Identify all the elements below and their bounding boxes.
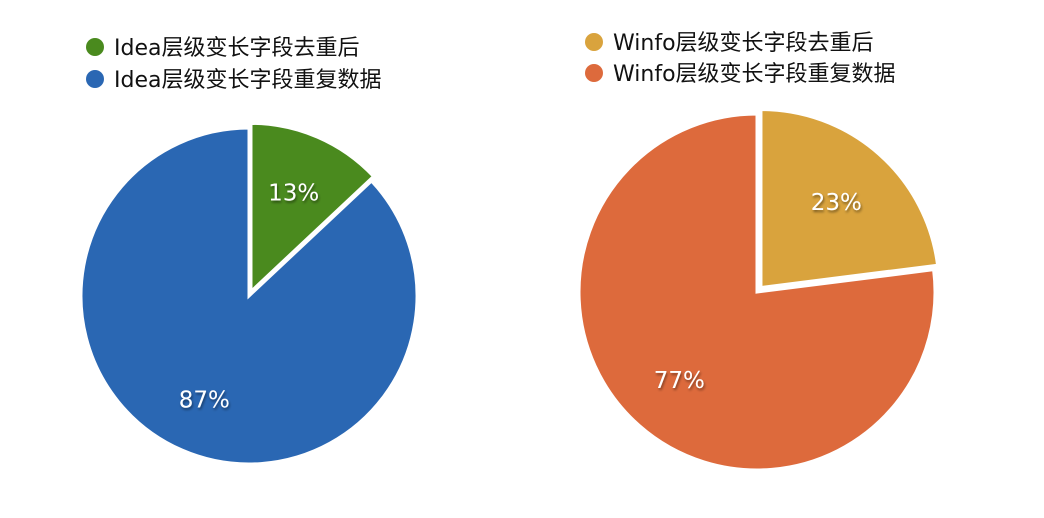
- pie-slice-idea-dedup[interactable]: [249, 121, 376, 295]
- legend-swatch-winfo-dedup: [585, 33, 603, 51]
- chart-winfo: Winfo层级变长字段去重后 Winfo层级变长字段重复数据 23% 77%: [577, 31, 940, 472]
- pie-label-winfo-duplicate: 77%: [654, 368, 705, 394]
- pie-winfo: 23% 77%: [577, 107, 940, 472]
- legend-swatch-winfo-duplicate: [585, 64, 603, 82]
- pie-label-idea-dedup: 13%: [268, 181, 319, 207]
- legend-swatch-idea-dedup: [86, 38, 104, 56]
- legend-winfo: Winfo层级变长字段去重后 Winfo层级变长字段重复数据: [585, 31, 896, 87]
- legend-label-idea-dedup: Idea层级变长字段去重后: [114, 36, 359, 61]
- legend-item-idea-duplicate[interactable]: Idea层级变长字段重复数据: [86, 68, 381, 93]
- pie-label-idea-duplicate: 87%: [179, 387, 230, 413]
- pie-slice-winfo-dedup[interactable]: [759, 107, 940, 290]
- chart-idea: Idea层级变长字段去重后 Idea层级变长字段重复数据 13% 87%: [79, 36, 419, 466]
- legend-idea: Idea层级变长字段去重后 Idea层级变长字段重复数据: [86, 36, 381, 93]
- legend-item-idea-dedup[interactable]: Idea层级变长字段去重后: [86, 36, 359, 61]
- pie-label-winfo-dedup: 23%: [811, 190, 862, 216]
- pie-idea: 13% 87%: [79, 121, 419, 466]
- pie-slice-idea-duplicate[interactable]: [79, 126, 419, 466]
- legend-label-idea-duplicate: Idea层级变长字段重复数据: [114, 68, 381, 93]
- pie-slice-winfo-duplicate[interactable]: [577, 112, 937, 472]
- legend-label-winfo-dedup: Winfo层级变长字段去重后: [613, 31, 874, 56]
- legend-item-winfo-duplicate[interactable]: Winfo层级变长字段重复数据: [585, 62, 896, 87]
- legend-swatch-idea-duplicate: [86, 70, 104, 88]
- legend-item-winfo-dedup[interactable]: Winfo层级变长字段去重后: [585, 31, 874, 56]
- legend-label-winfo-duplicate: Winfo层级变长字段重复数据: [613, 62, 896, 87]
